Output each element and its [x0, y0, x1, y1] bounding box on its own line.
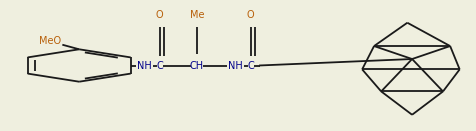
Text: NH: NH	[228, 61, 242, 70]
Text: Me: Me	[189, 10, 204, 20]
Text: CH: CH	[189, 61, 203, 70]
Text: NH: NH	[137, 61, 151, 70]
Text: MeO: MeO	[39, 36, 61, 46]
Text: C: C	[247, 61, 253, 70]
Text: O: O	[156, 10, 163, 20]
Text: O: O	[246, 10, 254, 20]
Text: C: C	[156, 61, 163, 70]
